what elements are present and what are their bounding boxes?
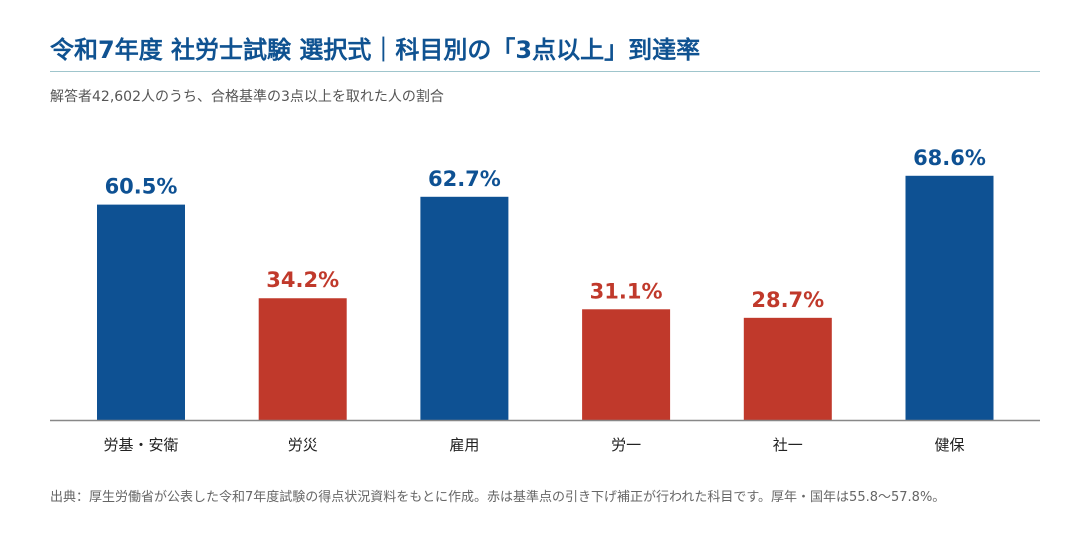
chart-subtitle: 解答者42,602人のうち、合格基準の3点以上を取れた人の割合 [50,89,444,105]
bar-value-label-1: 60.5% [105,175,178,199]
x-tick-label-4: 労一 [611,436,641,454]
chart-title: 令和7年度 社労士試験 選択式｜科目別の「3点以上」到達率 [50,36,701,64]
bar-value-label-2: 34.2% [266,268,339,292]
bar-5 [743,317,832,420]
bar-6 [905,175,994,420]
bar-chart: 60.5% 労基・安衛 34.2% 労災 62.7% 雇用 31.1% 労一 28.7% 社一 68… [50,146,1040,454]
x-tick-label-6: 健保 [934,436,964,454]
bar-4 [582,309,671,420]
x-tick-label-1: 労基・安衛 [103,436,178,454]
bar-value-label-6: 68.6% [913,146,986,170]
bar-3 [420,196,509,420]
bar-value-label-3: 62.7% [428,167,501,191]
bar-2 [258,298,347,420]
x-tick-label-2: 労災 [288,436,318,454]
bar-value-label-4: 31.1% [590,279,663,303]
source-footnote: 出典：厚生労働省が公表した令和7年度試験の得点状況資料をもとに作成。赤は基準点の… [50,490,946,505]
x-tick-label-3: 雇用 [449,436,479,454]
bar-1 [97,204,185,420]
bar-value-label-5: 28.7% [751,288,824,312]
title-divider [50,71,1040,72]
x-tick-label-5: 社一 [773,436,803,454]
